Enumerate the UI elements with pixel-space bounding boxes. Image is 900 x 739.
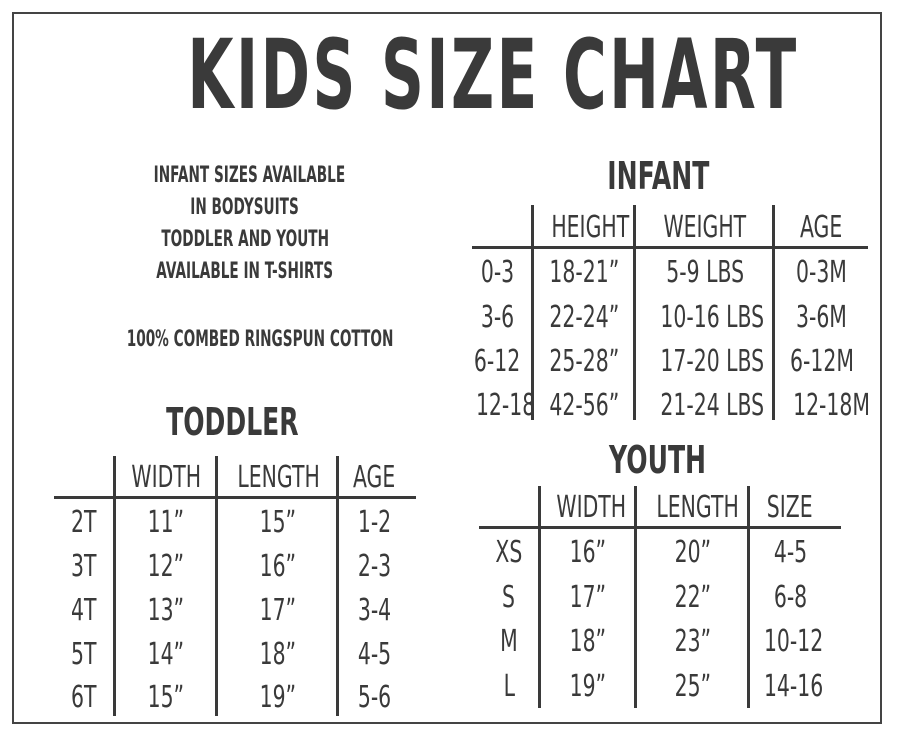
toddler-divider-1 (113, 456, 116, 716)
toddler-row-label: 5T (71, 637, 97, 672)
toddler-title: TODDLER (166, 400, 299, 444)
toddler-row-label: 2T (71, 505, 97, 540)
youth-cell: 18” (569, 624, 607, 659)
infant-header-weight: WEIGHT (663, 210, 747, 245)
infant-cell: 25-28” (549, 344, 620, 379)
infant-header-rule (472, 246, 868, 249)
youth-cell: 16” (569, 535, 607, 570)
toddler-header-age: AGE (352, 460, 396, 495)
toddler-cell: 3-4 (357, 593, 391, 628)
infant-divider-3 (772, 205, 775, 420)
toddler-cell: 13” (147, 593, 185, 628)
infant-cell: 22-24” (549, 300, 620, 335)
youth-cell: 6-8 (773, 580, 807, 615)
youth-row-label: XS (495, 535, 523, 570)
infant-cell: 12-18M (793, 388, 870, 423)
availability-note-3: TODDLER AND YOUTH (161, 227, 329, 252)
youth-row-label: S (502, 580, 516, 615)
youth-cell: 19” (569, 669, 607, 704)
page-title: KIDS SIZE CHART (0, 20, 900, 130)
infant-header-height: HEIGHT (551, 210, 630, 245)
toddler-row-label: 3T (71, 549, 97, 584)
infant-divider-2 (633, 205, 636, 420)
toddler-cell: 11” (147, 505, 185, 540)
youth-cell: 23” (674, 624, 712, 659)
toddler-cell: 16” (259, 549, 297, 584)
infant-cell: 17-20 LBS (660, 344, 765, 379)
youth-title: YOUTH (609, 438, 707, 482)
infant-cell: 3-6M (795, 300, 847, 335)
toddler-header-rule (54, 496, 416, 499)
youth-divider-2 (634, 486, 637, 708)
youth-divider-1 (538, 486, 541, 708)
page-title-text: KIDS SIZE CHART (187, 19, 799, 131)
youth-divider-3 (747, 486, 750, 708)
infant-cell: 6-12M (790, 344, 854, 379)
toddler-cell: 1-2 (357, 505, 391, 540)
infant-divider-1 (531, 205, 534, 420)
material-note: 100% COMBED RINGSPUN COTTON (126, 327, 394, 352)
toddler-row-label: 4T (71, 593, 97, 628)
youth-cell: 22” (674, 580, 712, 615)
infant-cell: 42-56” (549, 388, 620, 423)
infant-row-label: 0-3 (480, 255, 514, 290)
infant-row-label: 12-18 (475, 388, 536, 423)
toddler-cell: 14” (147, 637, 185, 672)
toddler-cell: 15” (147, 680, 185, 715)
youth-cell: 14-16 (763, 669, 824, 704)
toddler-cell: 17” (259, 593, 297, 628)
toddler-cell: 18” (259, 637, 297, 672)
toddler-cell: 15” (259, 505, 297, 540)
toddler-divider-2 (215, 456, 218, 716)
youth-cell: 17” (569, 580, 607, 615)
toddler-cell: 2-3 (357, 549, 391, 584)
availability-note-4: AVAILABLE IN T-SHIRTS (156, 259, 334, 284)
chart-border (12, 12, 882, 724)
toddler-cell: 5-6 (357, 680, 391, 715)
toddler-row-label: 6T (71, 680, 97, 715)
infant-cell: 10-16 LBS (660, 300, 765, 335)
toddler-header-length: LENGTH (237, 460, 320, 495)
toddler-cell: 19” (259, 680, 297, 715)
toddler-divider-3 (336, 456, 339, 716)
infant-header-age: AGE (799, 210, 843, 245)
toddler-cell: 12” (147, 549, 185, 584)
availability-note-1: INFANT SIZES AVAILABLE (153, 163, 346, 188)
youth-cell: 4-5 (773, 535, 807, 570)
youth-cell: 25” (674, 669, 712, 704)
availability-note-2: IN BODYSUITS (190, 195, 300, 220)
youth-header-size: SIZE (767, 490, 813, 525)
toddler-cell: 4-5 (357, 637, 391, 672)
infant-title: INFANT (606, 154, 710, 198)
youth-row-label: L (503, 669, 515, 704)
infant-row-label: 3-6 (480, 300, 514, 335)
infant-row-label: 6-12 (473, 344, 521, 379)
infant-cell: 5-9 LBS (666, 255, 744, 290)
youth-header-length: LENGTH (656, 490, 739, 525)
youth-header-width: WIDTH (556, 490, 627, 525)
youth-row-label: M (500, 624, 518, 659)
youth-cell: 20” (674, 535, 712, 570)
youth-header-rule (479, 526, 841, 529)
infant-cell: 18-21” (549, 255, 620, 290)
toddler-header-width: WIDTH (131, 460, 202, 495)
infant-cell: 0-3M (795, 255, 847, 290)
youth-cell: 10-12 (763, 624, 824, 659)
infant-cell: 21-24 LBS (660, 388, 765, 423)
